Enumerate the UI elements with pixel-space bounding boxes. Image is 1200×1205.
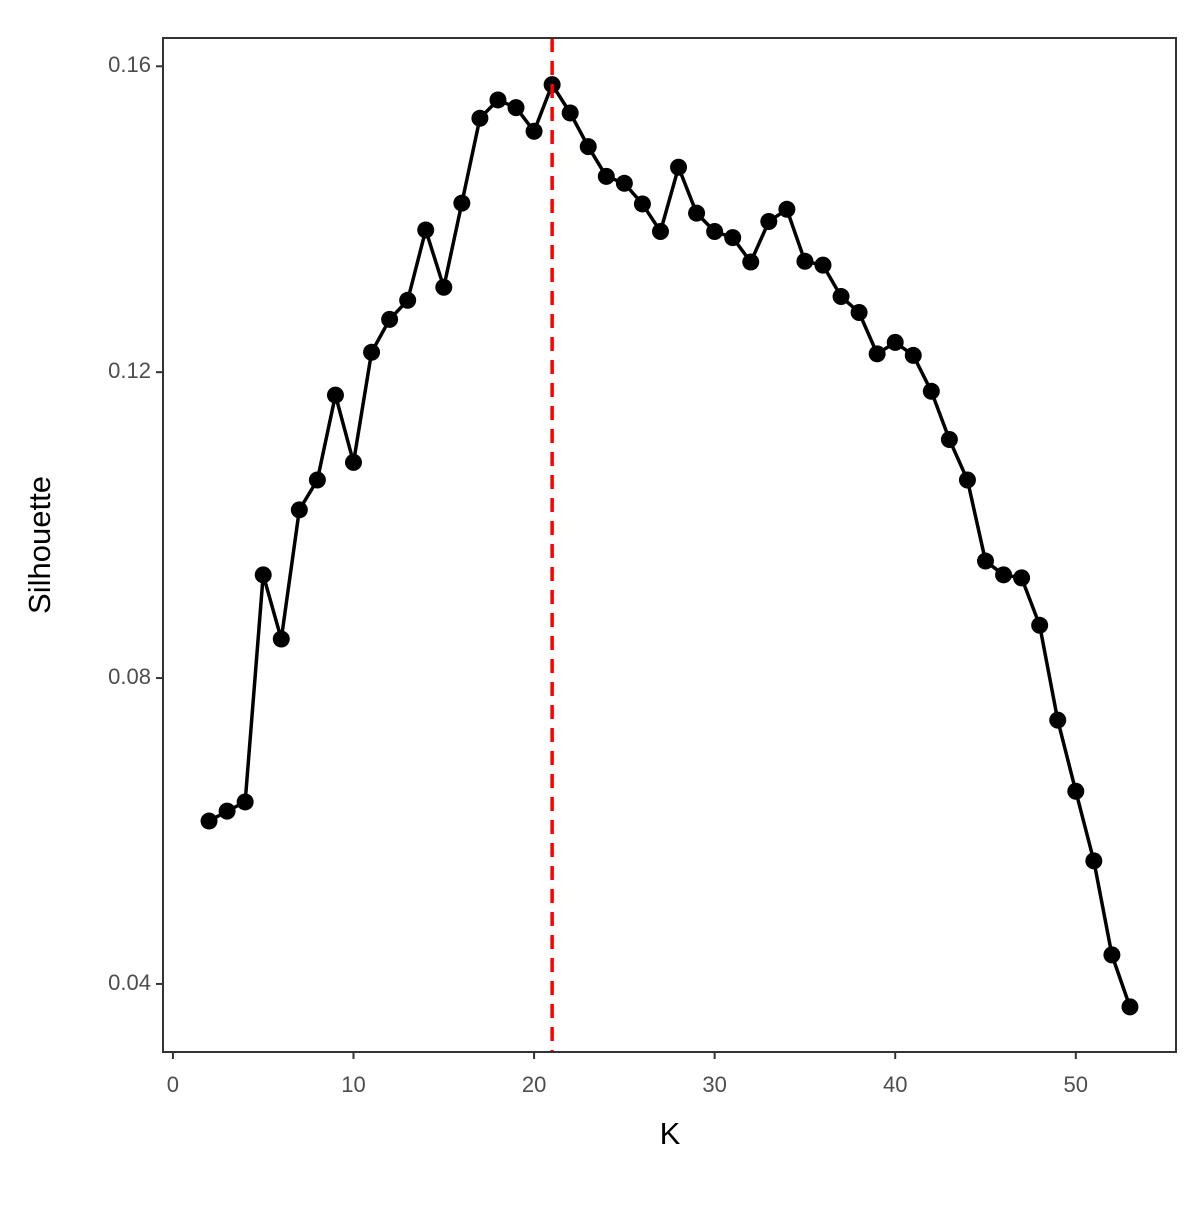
point (778, 200, 796, 218)
point (1103, 946, 1121, 964)
point (814, 256, 832, 274)
point (850, 304, 868, 322)
y-tick-label: 0.16 (108, 52, 151, 77)
point (363, 343, 381, 361)
point (1013, 569, 1031, 587)
point (796, 252, 814, 270)
point (435, 278, 453, 296)
point (326, 386, 344, 404)
point (976, 552, 994, 570)
point (381, 310, 399, 328)
point (670, 158, 688, 176)
point (290, 501, 308, 519)
x-tick-label: 20 (522, 1072, 546, 1097)
x-tick-label: 0 (167, 1072, 179, 1097)
point (1031, 616, 1049, 634)
y-tick-label: 0.12 (108, 358, 151, 383)
point (345, 453, 363, 471)
point (579, 138, 597, 156)
point (1067, 782, 1085, 800)
point (254, 566, 272, 584)
point (995, 566, 1013, 584)
point (1085, 852, 1103, 870)
panel-border (162, 37, 1177, 1053)
point (218, 802, 236, 820)
point (832, 287, 850, 305)
point (525, 122, 543, 140)
y-tick-label: 0.04 (108, 970, 151, 995)
point (1121, 998, 1139, 1016)
y-axis-title: Silhouette (22, 476, 57, 614)
point (399, 291, 417, 309)
point (904, 346, 922, 364)
point (724, 229, 742, 247)
x-tick-label: 50 (1064, 1072, 1088, 1097)
point (651, 222, 669, 240)
point (507, 99, 525, 117)
point (922, 382, 940, 400)
point (471, 109, 489, 127)
point (688, 204, 706, 222)
point (742, 253, 760, 271)
y-tick-label: 0.08 (108, 664, 151, 689)
point (417, 221, 435, 239)
point (958, 471, 976, 489)
line (208, 80, 1132, 1008)
point (200, 812, 218, 830)
point (868, 345, 886, 363)
point (760, 213, 778, 231)
point (597, 167, 615, 185)
point (1049, 711, 1067, 729)
x-tick-label: 10 (341, 1072, 365, 1097)
point (236, 793, 254, 811)
point (633, 195, 651, 213)
point (940, 430, 958, 448)
point (706, 222, 724, 240)
point (615, 174, 633, 192)
x-axis-title: K (660, 1116, 681, 1151)
x-tick-label: 40 (883, 1072, 907, 1097)
point (561, 104, 579, 122)
point (308, 471, 326, 489)
point (489, 91, 507, 109)
point (272, 630, 290, 648)
x-tick-label: 30 (702, 1072, 726, 1097)
point (453, 194, 471, 212)
point (886, 333, 904, 351)
